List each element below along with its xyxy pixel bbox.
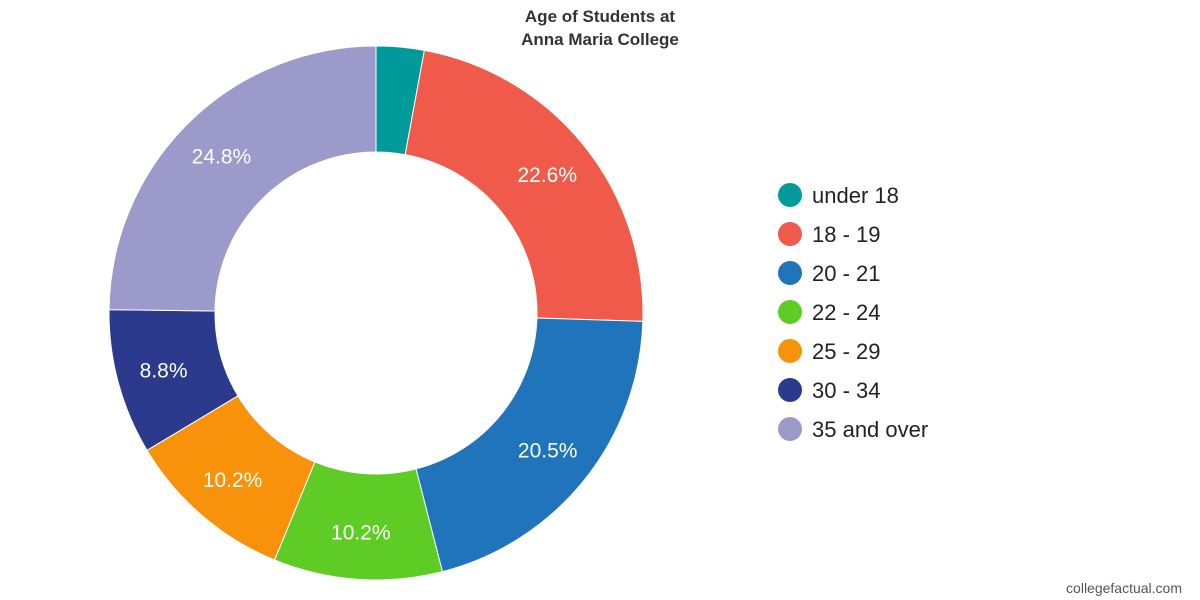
slice-data-label: 10.2% xyxy=(203,469,263,492)
legend-swatch xyxy=(778,417,802,441)
legend-swatch xyxy=(778,300,802,324)
legend-swatch xyxy=(778,339,802,363)
legend-swatch xyxy=(778,183,802,207)
legend-label: under 18 xyxy=(812,183,899,208)
legend-label: 35 and over xyxy=(812,417,928,442)
legend-label: 18 - 19 xyxy=(812,222,881,247)
slice-labels: 22.6% 20.5% 10.2% 10.2% 8.8% 24.8% xyxy=(140,145,578,544)
legend-label: 25 - 29 xyxy=(812,339,881,364)
legend-label: 22 - 24 xyxy=(812,300,881,325)
legend-label: 30 - 34 xyxy=(812,378,881,403)
slice-data-label: 22.6% xyxy=(517,164,577,187)
legend: under 18 18 - 19 20 - 21 22 - 24 25 - 29 30 -… xyxy=(778,183,928,442)
chart-title-line-1: Age of Students at xyxy=(525,7,676,26)
legend-swatch xyxy=(778,222,802,246)
slice-data-label: 20.5% xyxy=(518,440,578,463)
chart-title-line-2: Anna Maria College xyxy=(521,30,679,49)
watermark-text: collegefactual.com xyxy=(1066,580,1182,596)
slice-data-label: 8.8% xyxy=(140,359,188,382)
slice-data-label: 10.2% xyxy=(331,521,391,544)
donut-slices xyxy=(108,45,644,581)
legend-swatch xyxy=(778,261,802,285)
legend-label: 20 - 21 xyxy=(812,261,881,286)
legend-swatch xyxy=(778,378,802,402)
slice-20-21 xyxy=(415,317,644,573)
slice-18-19 xyxy=(404,49,644,322)
slice-data-label: 24.8% xyxy=(192,145,252,168)
slice-35-and-over xyxy=(108,45,377,312)
